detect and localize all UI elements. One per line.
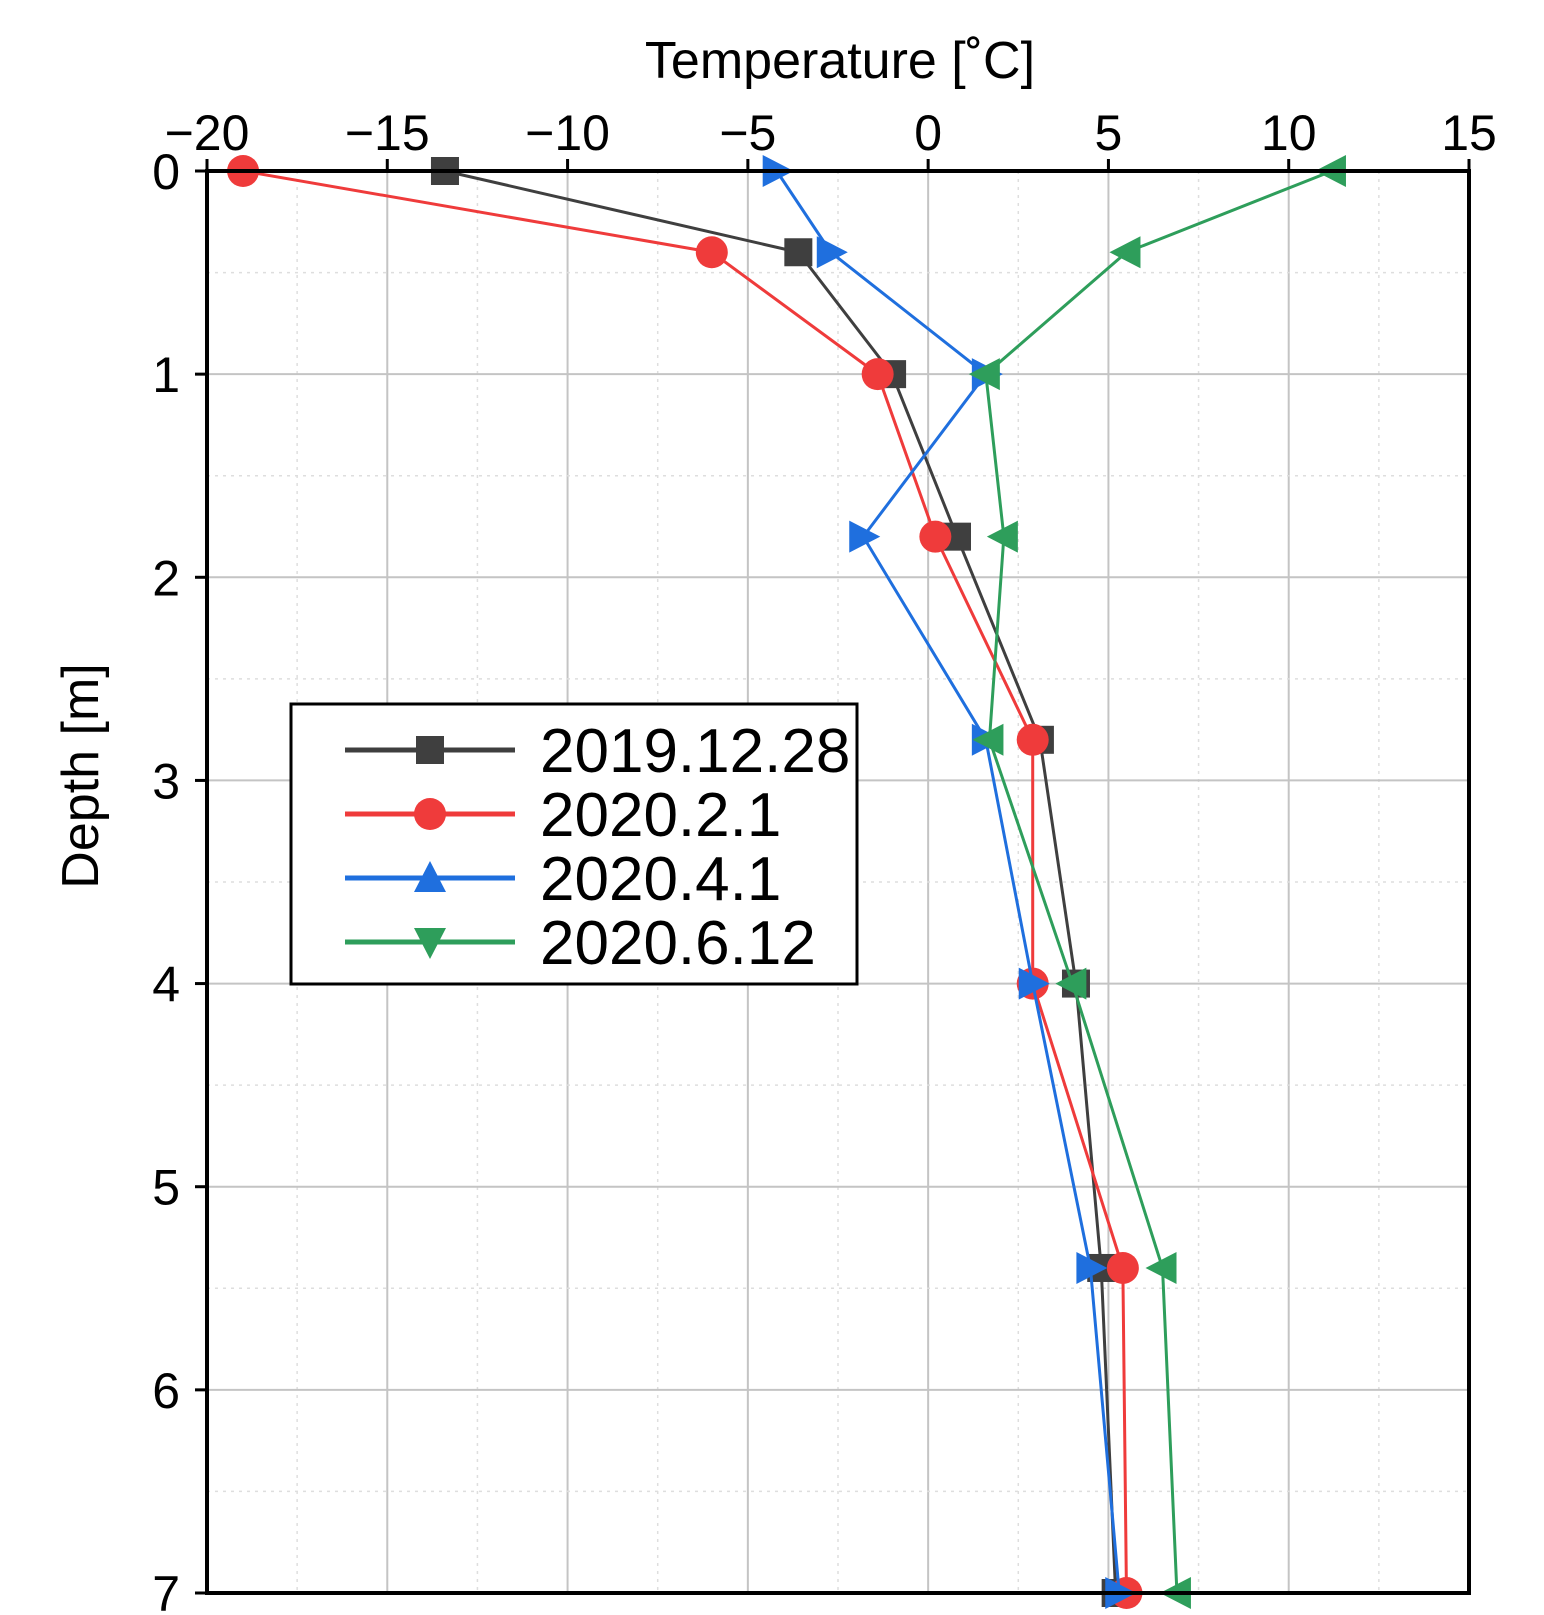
data-point <box>861 358 894 391</box>
legend-marker <box>414 798 446 830</box>
plot-frame <box>205 169 1471 1595</box>
legend-item: 2020.6.12 <box>345 909 816 978</box>
x-tick-label: 5 <box>1095 105 1123 161</box>
data-point <box>1145 1251 1177 1284</box>
data-point <box>849 520 881 553</box>
data-point <box>784 238 813 267</box>
legend-label: 2020.4.1 <box>540 845 781 914</box>
y-tick-label: 0 <box>152 144 180 200</box>
series-layer <box>227 155 1346 1609</box>
y-tick-label: 4 <box>152 957 180 1013</box>
x-tick-label: 0 <box>914 105 942 161</box>
series-2020.4.1 <box>762 155 1137 1609</box>
legend-item: 2020.4.1 <box>345 845 781 914</box>
y-tick-label: 5 <box>152 1160 180 1216</box>
data-point <box>986 520 1018 553</box>
series-line <box>242 169 1128 1594</box>
data-point <box>1055 967 1087 1000</box>
x-tick-label: −10 <box>525 105 610 161</box>
series-line <box>984 169 1333 1594</box>
legend-marker <box>414 861 446 892</box>
y-tick-label: 7 <box>152 1566 180 1615</box>
tick-layer: −20 −15 −10 −5 0 5 10 15 0 1 2 3 4 5 6 7 <box>152 105 1497 1615</box>
series-line <box>775 170 1121 1594</box>
legend-item: 2020.2.1 <box>345 781 781 850</box>
x-tick-label: 10 <box>1261 105 1317 161</box>
x-tick-label: 15 <box>1441 105 1497 161</box>
data-point <box>1106 1251 1139 1284</box>
data-point <box>1109 236 1141 269</box>
data-point <box>968 358 1000 391</box>
legend-marker <box>416 736 444 764</box>
data-point <box>972 723 1004 756</box>
series-line <box>444 169 1118 1594</box>
legend-label: 2020.2.1 <box>540 781 781 850</box>
y-axis-title: Depth [m] <box>52 663 110 888</box>
data-point <box>695 236 728 269</box>
y-tick-label: 6 <box>152 1363 180 1419</box>
x-tick-label: −20 <box>165 105 250 161</box>
x-tick-label: −15 <box>345 105 430 161</box>
y-tick-label: 2 <box>152 550 180 606</box>
legend-label: 2020.6.12 <box>540 909 816 978</box>
legend-marker <box>414 928 446 959</box>
data-point <box>1016 723 1049 756</box>
y-tick-label: 3 <box>152 753 180 809</box>
series-2020.6.12 <box>968 155 1346 1609</box>
data-point <box>1076 1251 1108 1284</box>
x-axis-title: Temperature [˚C] <box>645 32 1035 90</box>
data-point <box>1018 967 1050 1000</box>
data-point <box>919 520 952 553</box>
legend-label: 2019.12.28 <box>540 717 850 786</box>
y-tick-label: 1 <box>152 347 180 403</box>
legend-item: 2019.12.28 <box>345 717 850 786</box>
x-tick-label: −5 <box>719 105 776 161</box>
data-point <box>816 236 848 269</box>
